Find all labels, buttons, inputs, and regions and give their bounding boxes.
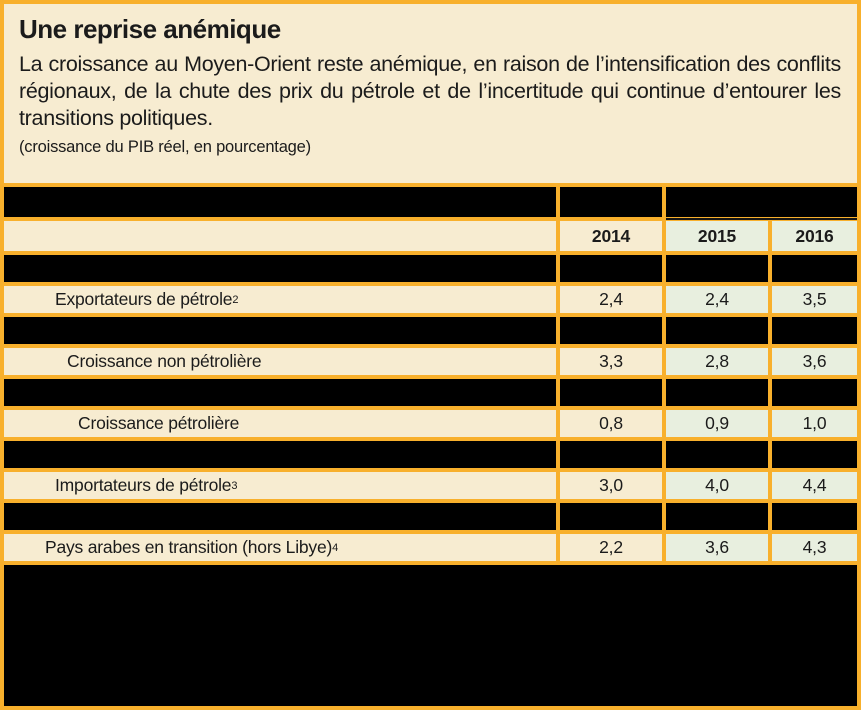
redacted-header-row bbox=[4, 187, 857, 220]
table-row-croissance-petroliere: Croissance pétrolière 0,8 0,9 1,0 bbox=[4, 410, 857, 437]
value-2015: 2,4 bbox=[666, 286, 768, 313]
redacted-cell bbox=[560, 317, 662, 344]
redacted-cell bbox=[666, 503, 768, 530]
redacted-cell bbox=[772, 503, 857, 530]
redacted-cell bbox=[560, 441, 662, 468]
unit-note: (croissance du PIB réel, en pourcentage) bbox=[19, 138, 311, 156]
redacted-header-2014-cell bbox=[560, 187, 662, 217]
value-2016: 3,6 bbox=[772, 348, 857, 375]
redacted-row bbox=[4, 379, 857, 406]
value-2016: 3,5 bbox=[772, 286, 857, 313]
redacted-footnotes-block bbox=[4, 565, 857, 706]
redacted-cell bbox=[4, 503, 556, 530]
data-table: 2014 2015 2016 Exportateurs de pétrole 2 … bbox=[4, 183, 857, 706]
value-2014: 3,0 bbox=[560, 472, 662, 499]
redacted-row bbox=[4, 441, 857, 468]
redacted-cell bbox=[772, 441, 857, 468]
table-row-pays-arabes-en-transition: Pays arabes en transition (hors Libye) 4 … bbox=[4, 534, 857, 561]
redacted-cell bbox=[560, 379, 662, 406]
row-label: Croissance pétrolière bbox=[4, 410, 556, 437]
year-header-empty-cell bbox=[4, 221, 556, 251]
table-row-croissance-non-petroliere: Croissance non pétrolière 3,3 2,8 3,6 bbox=[4, 348, 857, 375]
row-label-text: Exportateurs de pétrole bbox=[55, 289, 233, 309]
row-label-text: Importateurs de pétrole bbox=[55, 475, 232, 495]
value-2015: 4,0 bbox=[666, 472, 768, 499]
redacted-cell bbox=[560, 255, 662, 282]
redacted-cell bbox=[4, 379, 556, 406]
redacted-row bbox=[4, 503, 857, 530]
redacted-row bbox=[4, 255, 857, 282]
figure-title: Une reprise anémique bbox=[19, 14, 281, 44]
value-2015: 0,9 bbox=[666, 410, 768, 437]
redacted-cell bbox=[666, 255, 768, 282]
value-2016: 4,3 bbox=[772, 534, 857, 561]
row-label-text: Croissance pétrolière bbox=[78, 413, 240, 433]
redacted-cell bbox=[666, 441, 768, 468]
value-2014: 3,3 bbox=[560, 348, 662, 375]
redacted-cell bbox=[666, 379, 768, 406]
table-row-importateurs-petrole: Importateurs de pétrole 3 3,0 4,0 4,4 bbox=[4, 472, 857, 499]
row-label: Importateurs de pétrole 3 bbox=[4, 472, 556, 499]
redacted-cell bbox=[772, 317, 857, 344]
row-label-text: Pays arabes en transition (hors Libye) bbox=[45, 537, 333, 557]
value-2014: 2,2 bbox=[560, 534, 662, 561]
figure-text-block: Une reprise anémique La croissance au Mo… bbox=[4, 4, 857, 183]
redacted-cell bbox=[772, 379, 857, 406]
redacted-cell bbox=[666, 317, 768, 344]
redacted-cell bbox=[772, 255, 857, 282]
column-header-2015: 2015 bbox=[666, 221, 768, 251]
value-2016: 4,4 bbox=[772, 472, 857, 499]
value-2015: 3,6 bbox=[666, 534, 768, 561]
row-label-text: Croissance non pétrolière bbox=[67, 351, 262, 371]
redacted-cell bbox=[4, 441, 556, 468]
row-label: Croissance non pétrolière bbox=[4, 348, 556, 375]
redacted-cell bbox=[4, 255, 556, 282]
value-2016: 1,0 bbox=[772, 410, 857, 437]
table-row-exportateurs-petrole: Exportateurs de pétrole 2 2,4 2,4 3,5 bbox=[4, 286, 857, 313]
redacted-header-label-cell bbox=[4, 187, 556, 217]
value-2014: 2,4 bbox=[560, 286, 662, 313]
redacted-cell bbox=[4, 317, 556, 344]
redacted-cell bbox=[560, 503, 662, 530]
column-header-2014: 2014 bbox=[560, 221, 662, 251]
value-2014: 0,8 bbox=[560, 410, 662, 437]
row-label: Pays arabes en transition (hors Libye) 4 bbox=[4, 534, 556, 561]
column-header-2016: 2016 bbox=[772, 221, 857, 251]
redacted-row bbox=[4, 317, 857, 344]
redacted-merged-header-cell bbox=[666, 187, 857, 220]
year-header-row: 2014 2015 2016 bbox=[4, 221, 857, 251]
row-label: Exportateurs de pétrole 2 bbox=[4, 286, 556, 313]
value-2015: 2,8 bbox=[666, 348, 768, 375]
figure-subtitle: La croissance au Moyen-Orient reste aném… bbox=[19, 52, 841, 130]
